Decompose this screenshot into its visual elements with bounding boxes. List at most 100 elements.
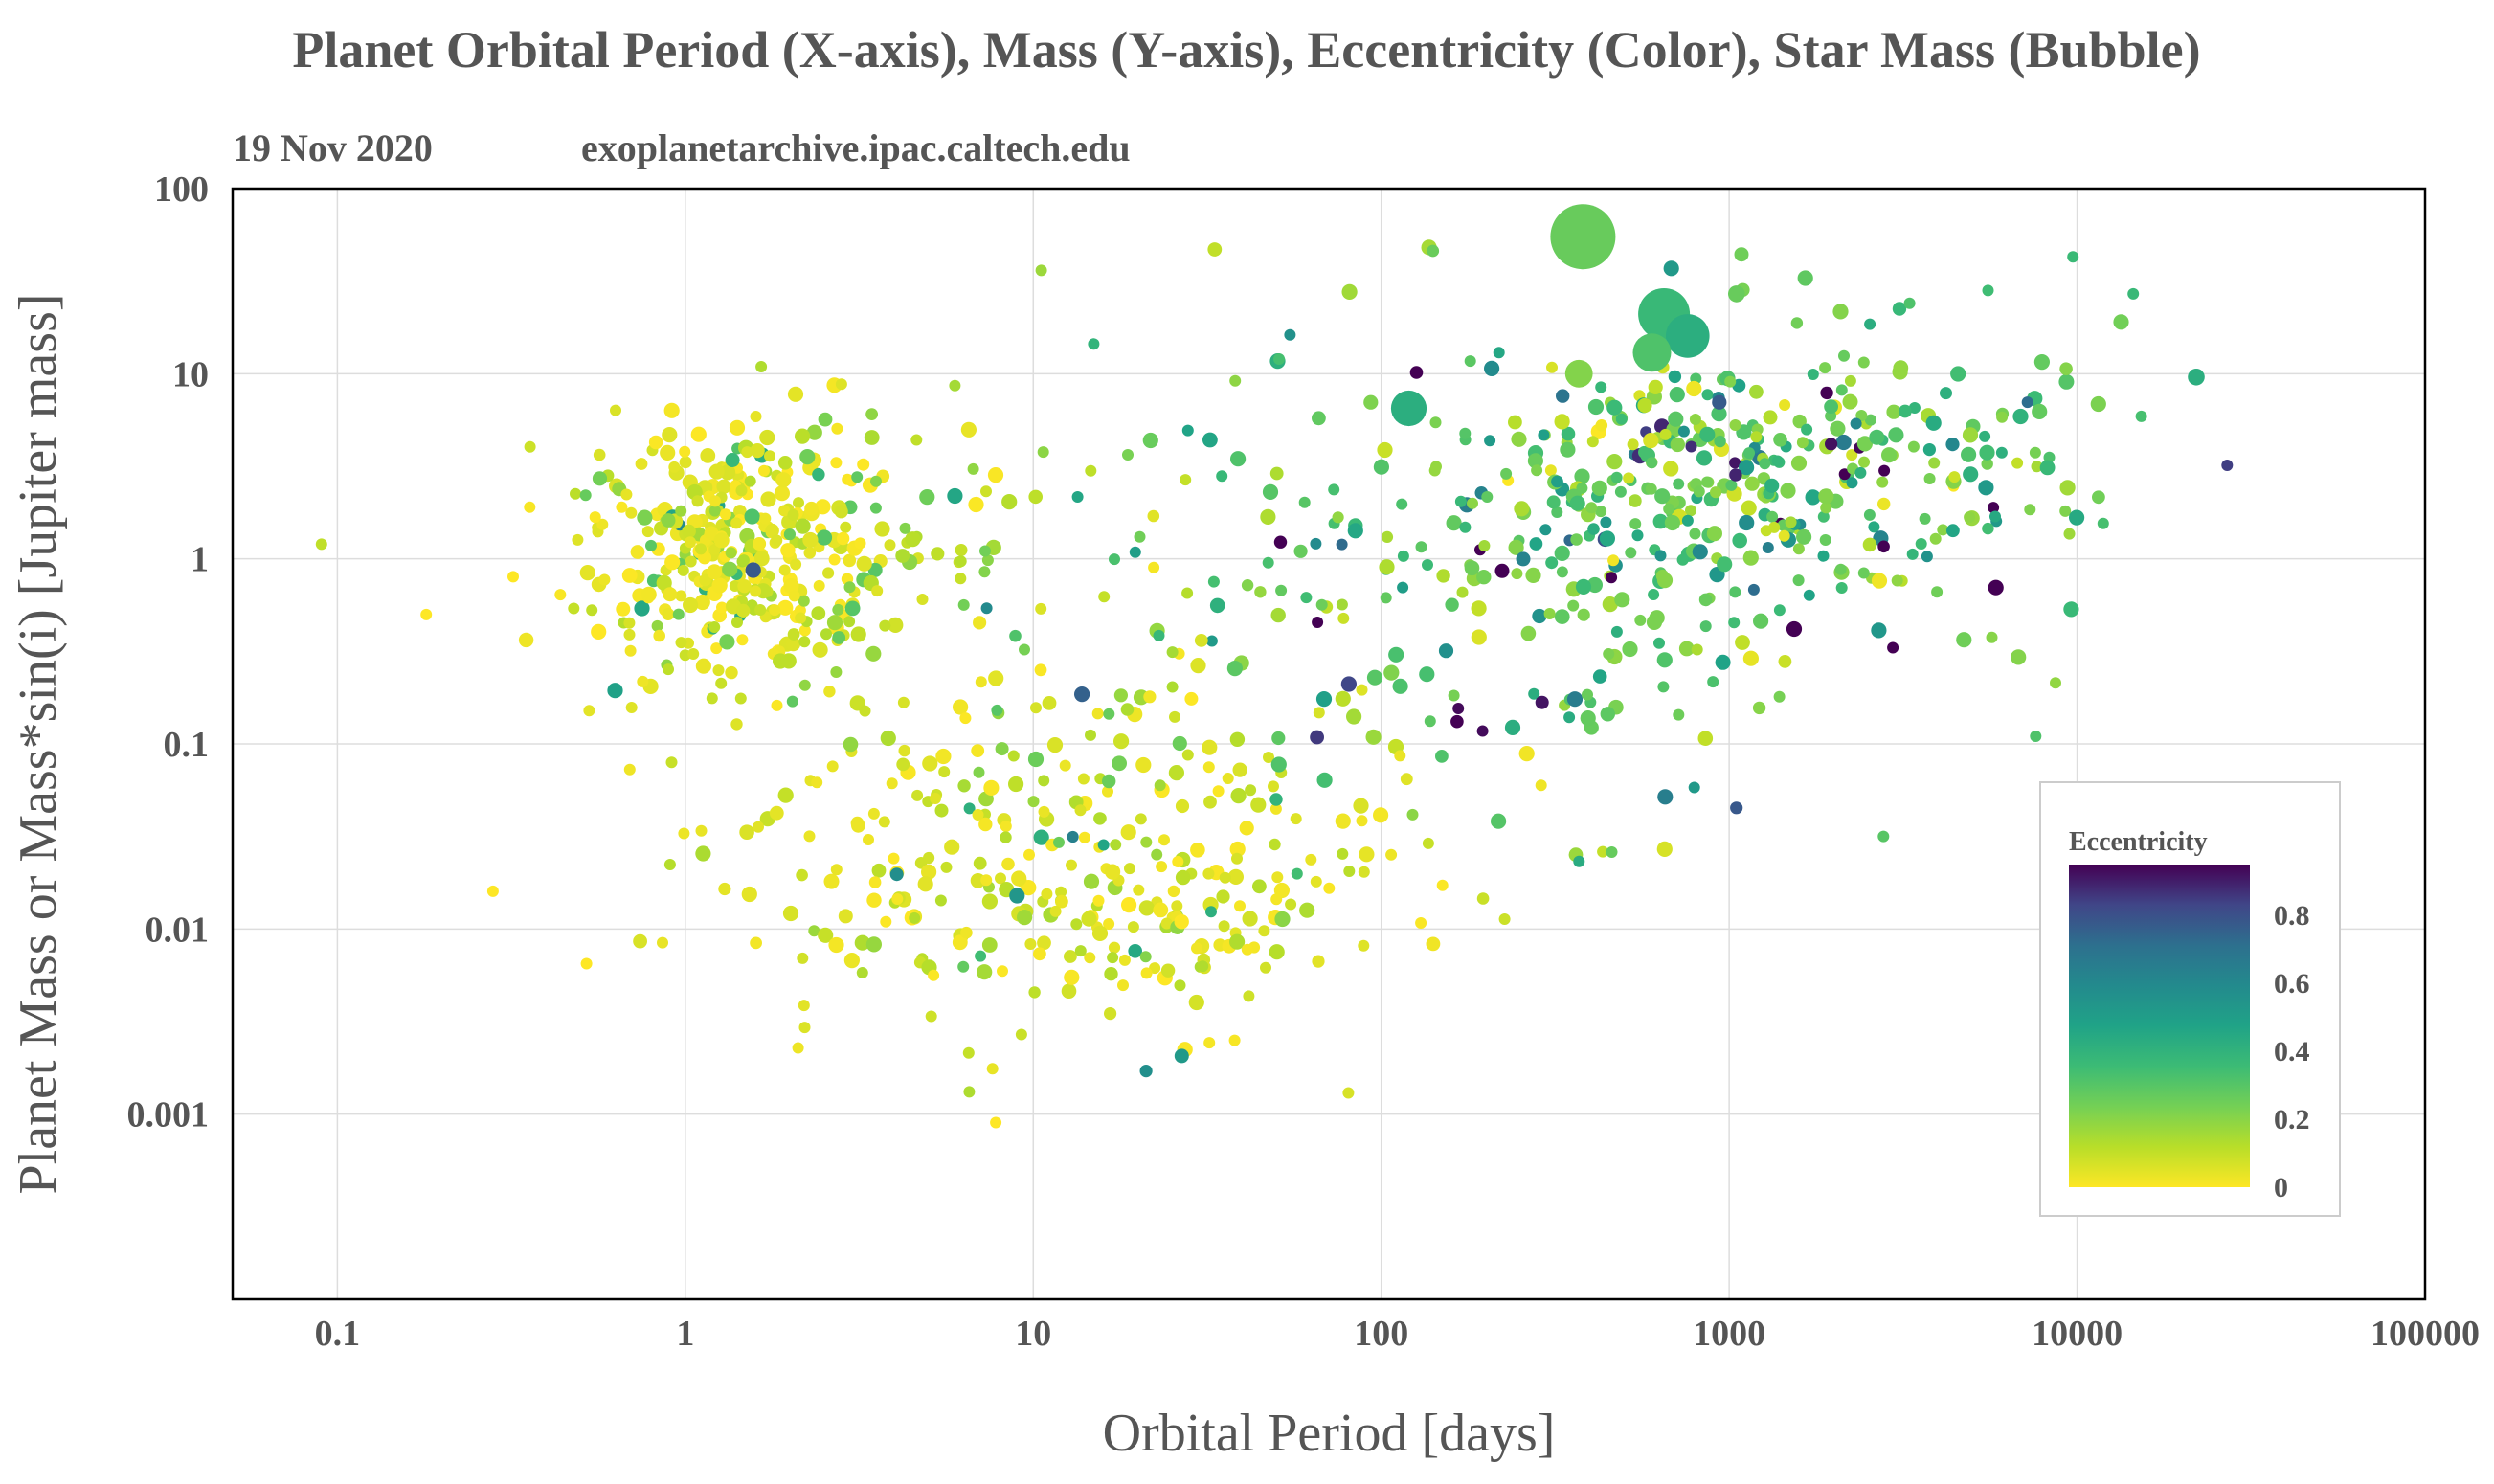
planet-point: [1397, 581, 1409, 594]
planet-point: [1818, 488, 1834, 505]
planet-point: [591, 623, 607, 641]
planet-point: [2033, 354, 2050, 371]
planet-point: [677, 564, 689, 576]
planet-point: [1269, 793, 1283, 806]
planet-point: [1230, 451, 1247, 467]
planet-point: [1835, 434, 1852, 451]
planet-point: [1336, 598, 1348, 611]
planet-point: [1019, 643, 1030, 656]
planet-point: [1216, 470, 1228, 483]
planet-point: [486, 885, 499, 897]
planet-point: [1454, 495, 1467, 507]
planet-point: [785, 637, 801, 652]
planet-point: [1323, 882, 1336, 894]
x-axis-label: Orbital Period [days]: [1103, 1404, 1556, 1463]
planet-point: [1961, 446, 1977, 462]
planet-point: [586, 604, 598, 617]
planet-point: [1104, 967, 1118, 981]
planet-point: [1397, 550, 1409, 562]
planet-point: [1569, 495, 1585, 511]
planet-point: [880, 730, 896, 747]
planet-point: [1452, 703, 1465, 714]
planet-point: [1312, 955, 1325, 968]
planet-point: [1691, 643, 1703, 656]
planet-point: [1254, 586, 1267, 598]
planet-point: [1597, 845, 1609, 858]
planet-point: [1535, 695, 1549, 709]
planet-point: [1615, 413, 1628, 425]
planet-point: [997, 965, 1008, 978]
planet-point: [1346, 708, 1362, 725]
planet-point: [1484, 360, 1500, 376]
planet-point: [916, 594, 929, 605]
planet-point: [1009, 629, 1022, 642]
planet-point: [1270, 756, 1287, 773]
planet-point: [593, 448, 606, 461]
planet-point: [1028, 986, 1041, 999]
planet-point: [1219, 871, 1231, 884]
planet-point: [1230, 788, 1247, 804]
planet-point: [637, 675, 649, 687]
planet-point: [935, 748, 952, 765]
planet-point: [1190, 843, 1205, 858]
planet-point: [870, 475, 882, 487]
planet-point: [1762, 542, 1774, 553]
planet-point: [802, 531, 819, 549]
planet-point: [736, 634, 749, 646]
planet-point: [815, 499, 831, 515]
planet-point: [2092, 490, 2105, 505]
planet-point: [1504, 719, 1521, 736]
planet-point: [750, 936, 762, 950]
planet-point: [708, 463, 725, 480]
planet-point: [940, 861, 953, 873]
planet-point: [832, 631, 846, 644]
planet-point: [1729, 457, 1741, 469]
planet-point: [1269, 802, 1282, 815]
planet-point: [1606, 454, 1623, 470]
planet-point: [1516, 551, 1531, 567]
planet-point: [771, 534, 783, 547]
planet-point: [683, 596, 699, 614]
planet-point: [769, 604, 781, 617]
planet-point: [774, 485, 791, 502]
planet-point: [1710, 486, 1722, 499]
planet-point: [1316, 772, 1333, 788]
planet-point: [1629, 494, 1642, 507]
planet-point: [1203, 1037, 1216, 1049]
planet-point: [507, 571, 519, 583]
planet-point: [795, 612, 807, 624]
planet-point: [1511, 568, 1523, 580]
planet-point: [879, 619, 891, 632]
planet-point: [1109, 553, 1120, 566]
planet-point: [1269, 838, 1281, 851]
planet-point: [2188, 369, 2205, 386]
planet-point: [1234, 900, 1246, 912]
planet-point: [1742, 550, 1759, 566]
planet-point: [1570, 533, 1583, 546]
planet-point: [1337, 847, 1349, 860]
planet-point: [1741, 500, 1757, 516]
planet-point: [1551, 506, 1563, 518]
planet-point: [1038, 775, 1050, 787]
planet-point: [1271, 871, 1284, 884]
planet-point: [1415, 541, 1427, 553]
planet-point: [1631, 529, 1644, 542]
planet-point: [1527, 453, 1543, 469]
plot-frame: [231, 187, 2427, 1301]
planet-point: [1121, 897, 1137, 913]
planet-point: [871, 863, 887, 878]
planet-point: [1600, 707, 1616, 722]
planet-point: [983, 779, 1000, 797]
planet-point: [1097, 839, 1110, 851]
planet-point: [1663, 461, 1679, 477]
planet-point: [685, 536, 696, 549]
planet-point: [570, 487, 581, 500]
planet-point: [750, 585, 761, 597]
planet-point: [978, 566, 991, 578]
planet-point: [1084, 952, 1096, 964]
planet-point: [1696, 450, 1713, 466]
colorbar-legend: Eccentricity 0.8 0.6 0.4 0.2 0: [2039, 781, 2341, 1217]
planet-point: [1599, 530, 1615, 547]
planet-point: [1982, 284, 1994, 297]
planet-point: [798, 1000, 810, 1012]
